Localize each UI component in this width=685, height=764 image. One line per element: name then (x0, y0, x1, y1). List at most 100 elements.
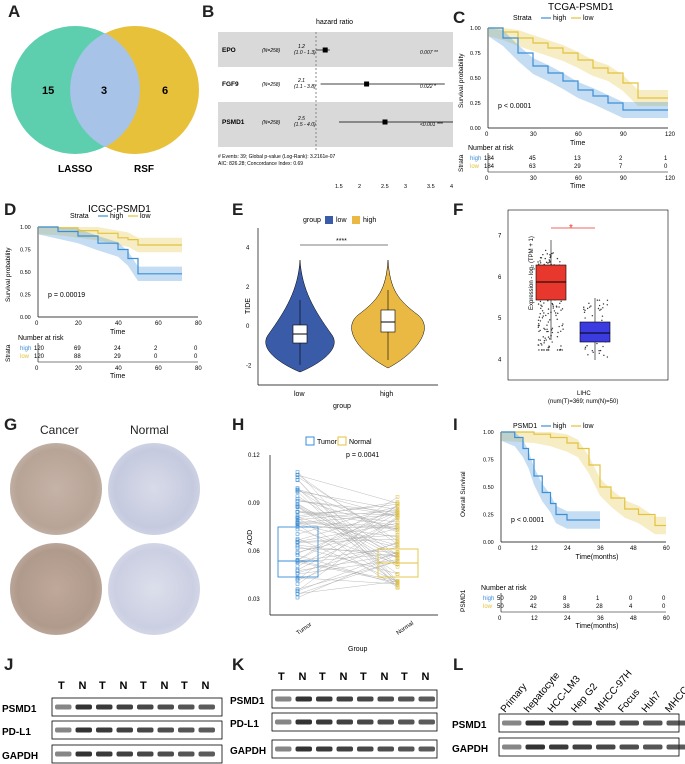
panel-label-d: D (4, 200, 17, 219)
paired-ytick: 0.12 (248, 453, 260, 459)
box-ytick: 5 (498, 316, 502, 322)
km-ytick: 0.00 (20, 315, 31, 321)
km-legend-low: low (583, 15, 594, 22)
km-xtick: 0 (485, 132, 489, 138)
paired-xcat-normal: Normal (396, 621, 415, 637)
km-risk-low-value: 63 (529, 164, 536, 170)
km-risk-high-value: 13 (574, 156, 581, 162)
km-risk-low-value: 50 (497, 604, 504, 610)
km-legend-high: high (110, 213, 123, 220)
blot-row-label: PD-L1 (230, 719, 259, 730)
blot-lane-label: N (202, 680, 210, 692)
panel-label-i: I (453, 415, 458, 434)
km-risk-high-value: 1 (596, 596, 600, 602)
blot-band (275, 746, 292, 752)
blot-row-label: GAPDH (2, 751, 38, 762)
venn-left-count: 15 (42, 85, 54, 97)
km-risk-xlabel: Time (110, 373, 125, 380)
forest-row-ci: (1.5 - 4.0) (294, 122, 316, 128)
km-xtick: 24 (564, 546, 571, 552)
forest-row-p: 0.022 * (420, 84, 437, 90)
km-ylabel: Survival probability (458, 53, 465, 108)
km-risk-ylabel: PSMD1 (460, 589, 467, 612)
forest-tick: 3 (404, 184, 407, 190)
km-legend-high: high (553, 15, 566, 22)
blot-lane-label: T (401, 671, 408, 683)
blot-band (137, 704, 154, 710)
panel-label-e: E (232, 200, 244, 219)
blot-band (418, 719, 435, 725)
km-risk-low-value: 29 (114, 354, 121, 360)
blot-band (549, 720, 569, 726)
blot-band (55, 751, 72, 757)
forest-row-hr: 2.5 (297, 116, 305, 122)
box-ylabel: Expression - log₂ (TPM + 1) (529, 236, 535, 310)
violin-xcat-high: high (380, 391, 393, 398)
violin-legend-high: high (363, 217, 376, 224)
km-ytick: 1.00 (20, 225, 31, 231)
km-risk-high-value: 2 (154, 346, 158, 352)
blot-lane-label: T (319, 671, 326, 683)
km-risk-high-value: 2 (619, 156, 623, 162)
km-xtick: 0 (498, 546, 502, 552)
blot-lane-label: T (360, 671, 367, 683)
km-risk-xtick: 120 (665, 176, 676, 182)
km-pvalue: p < 0.0001 (511, 517, 544, 524)
blot-band (549, 744, 569, 750)
km-ytick: 0.75 (470, 51, 481, 57)
km-risk-xlabel: Time (570, 183, 585, 190)
blot-band (357, 696, 374, 702)
forest-row-hr: 1.2 (298, 44, 305, 50)
km-risk-xtick: 0 (498, 616, 502, 622)
km-ytick: 0.75 (483, 458, 494, 464)
km-curve-high (501, 431, 600, 521)
ihc-normal-image-1 (108, 443, 200, 535)
km-ylabel: Survival probability (5, 247, 12, 302)
km-ytick: 0.75 (20, 248, 31, 254)
blot-band (357, 746, 374, 752)
blot-band (619, 720, 639, 726)
blot-lane-label: N (161, 680, 169, 692)
km-risk-low-value: 4 (629, 604, 633, 610)
km-risk-low-label: low (20, 354, 30, 360)
paired-ytick: 0.09 (248, 501, 260, 507)
blot-lane-label: N (381, 671, 389, 683)
blot-band (75, 751, 92, 757)
km-risk-xtick: 0 (35, 366, 39, 372)
km-risk-low-label: low (470, 164, 480, 170)
forest-row-p: 0.007 ** (420, 50, 439, 56)
panel-label-l: L (453, 655, 464, 674)
blot-band (178, 704, 195, 710)
km-xtick: 48 (630, 546, 637, 552)
km-risk-xtick: 12 (531, 616, 538, 622)
km-curve-low (501, 431, 666, 527)
km-legend-low: low (140, 213, 151, 220)
km-strata-label: Strata (70, 213, 89, 220)
blot-lane-label: MHCC-97L (663, 669, 685, 715)
km-risk-high-value: 0 (194, 346, 198, 352)
paired-aod-plot: Tumor Normal p = 0.0041 AOD 0.03 0.06 0.09… (247, 436, 438, 653)
forest-row-n: (N=258) (262, 48, 281, 54)
km-curve-low (488, 27, 668, 99)
blot-lane-label: T (140, 680, 147, 692)
blot-lane-label: T (181, 680, 188, 692)
km-risk-high-label: high (483, 596, 494, 602)
forest-row-p: <0.001 *** (420, 122, 444, 128)
blot-band (643, 744, 663, 750)
km-risk-xtick: 20 (75, 366, 82, 372)
paired-legend-normal: Normal (349, 439, 372, 446)
blot-band (116, 727, 133, 733)
blot-band (316, 746, 333, 752)
violin-ytick: 2 (246, 285, 250, 291)
violin-ytick: 4 (246, 246, 250, 252)
blot-band (357, 719, 374, 725)
paired-xcat-tumor: Tumor (296, 622, 313, 637)
blot-band (198, 751, 215, 757)
km-legend-low: low (583, 423, 594, 430)
forest-tick: 2.5 (381, 184, 389, 190)
km-risk-high-value: 184 (484, 156, 495, 162)
km-xtick: 20 (75, 321, 82, 327)
